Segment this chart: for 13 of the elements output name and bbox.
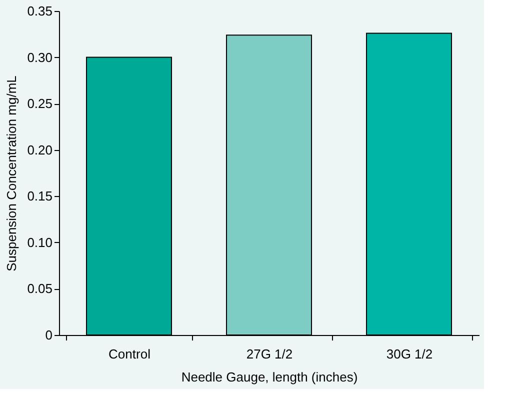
y-tick-label: 0.15 [27, 188, 52, 204]
y-tick-label: 0.05 [27, 281, 52, 296]
y-tick-label: 0.35 [27, 4, 52, 18]
y-tick-label: 0.30 [27, 50, 52, 65]
y-tick-label: 0 [45, 328, 52, 342]
y-tick-label: 0.20 [27, 142, 52, 158]
x-tick-label: 27G 1/2 [246, 346, 293, 362]
x-axis-title: Needle Gauge, length (inches) [181, 370, 358, 384]
x-tick-label: 30G 1/2 [386, 346, 433, 362]
x-tick-label: Control [108, 346, 151, 362]
y-axis-title: Suspension Concentration mg/mL [4, 76, 20, 272]
y-tick-label: 0.25 [27, 96, 52, 112]
y-tick-label: 0.10 [27, 234, 52, 250]
